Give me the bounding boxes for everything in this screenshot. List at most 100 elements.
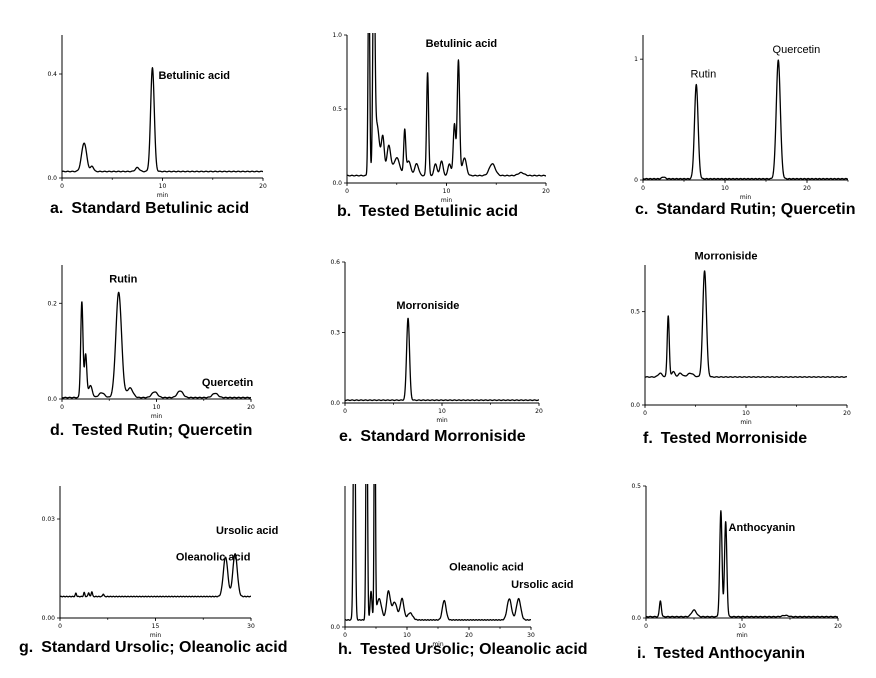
x-tick-label: 0 (60, 183, 64, 190)
y-tick-label: 0.0 (630, 402, 640, 409)
chromatogram-trace (643, 59, 848, 180)
panel-caption-prefix: b. (337, 203, 352, 220)
chromatogram-trace (62, 291, 251, 399)
chromatogram-trace (345, 317, 539, 402)
x-axis-label: min (740, 419, 752, 426)
peak-label: Oleanolic acid (449, 562, 524, 574)
panel-caption-text: Tested Ursolic; Oleanolic acid (360, 641, 588, 658)
panel-caption: g. Standard Ursolic; Oleanolic acid (19, 639, 288, 657)
chromatogram-panel: 0 15 30 0.00 0.03 min Oleanolic acid Ursolic ac… (42, 486, 278, 639)
panel-caption-prefix: h. (338, 641, 353, 658)
chromatogram-panel: 0 10 20 0.0 0.5 min Morroniside (630, 250, 851, 426)
panel-caption-prefix: g. (19, 639, 34, 656)
chromatogram-trace (62, 67, 263, 173)
axis-lines (644, 265, 847, 406)
panel-caption: h. Tested Ursolic; Oleanolic acid (338, 641, 588, 659)
panel-caption-prefix: i. (637, 645, 646, 662)
panel-caption-text: Standard Rutin; Quercetin (656, 201, 856, 218)
axis-lines (645, 486, 838, 619)
x-tick-label: 20 (843, 410, 851, 417)
y-tick-label: 0.00 (42, 615, 56, 622)
axis-lines (642, 35, 848, 181)
chromatogram-trace (646, 510, 838, 618)
x-tick-label: 10 (438, 408, 446, 415)
y-tick-label: 0.5 (631, 483, 641, 490)
panel-caption-text: Tested Anthocyanin (653, 645, 806, 662)
peak-label: Rutin (109, 274, 137, 286)
panel-caption-prefix: e. (339, 428, 353, 445)
panel-caption: i. Tested Anthocyanin (637, 645, 805, 663)
x-tick-label: 0 (343, 632, 347, 639)
chromatogram-trace (645, 270, 847, 378)
x-tick-label: 0 (343, 408, 347, 415)
x-axis-label: min (432, 641, 444, 648)
x-tick-label: 30 (247, 623, 255, 630)
x-tick-label: 20 (535, 408, 543, 415)
chromatogram-panel: 0 10 20 0 1 min Rutin Quercetin (634, 35, 849, 201)
x-axis-label: min (436, 417, 448, 424)
panel-caption-text: Standard Morroniside (360, 428, 526, 445)
peak-label: Oleanolic acid (176, 551, 251, 563)
peak-label: Betulinic acid (158, 70, 230, 82)
y-tick-label: 0.0 (332, 180, 342, 187)
x-tick-label: 0 (643, 410, 647, 417)
x-tick-label: 20 (465, 632, 473, 639)
x-tick-label: 0 (60, 404, 64, 411)
x-tick-label: 10 (721, 185, 729, 192)
x-tick-label: 10 (738, 623, 746, 630)
peak-label: Ursolic acid (216, 525, 278, 537)
y-tick-label: 0.0 (631, 615, 641, 622)
y-tick-label: 0.4 (47, 71, 57, 78)
chromatogram-trace (345, 484, 531, 621)
panel-caption-prefix: d. (50, 422, 65, 439)
x-tick-label: 20 (834, 623, 842, 630)
y-tick-label: 0.2 (47, 300, 57, 307)
y-tick-label: 0.5 (630, 309, 640, 316)
panel-caption-text: Standard Ursolic; Oleanolic acid (41, 639, 288, 656)
panel-caption-text: Tested Betulinic acid (359, 203, 519, 220)
chromatogram-panel: 0 10 20 0.0 0.5 1.0 min Betulinic acid (332, 32, 550, 204)
peak-label: Quercetin (202, 377, 254, 389)
chromatogram-panel: 0 10 20 0.0 0.3 0.6 min Morroniside (330, 259, 543, 424)
x-tick-label: 30 (527, 632, 535, 639)
axis-lines (61, 35, 263, 179)
y-tick-label: 0.3 (330, 330, 340, 337)
peak-label: Morroniside (396, 300, 459, 312)
chromatogram-panel: 0 10 20 0.0 0.2 min Rutin Quercetin (47, 265, 255, 420)
y-tick-label: 0.0 (47, 396, 57, 403)
chromatogram-panel: 0 10 20 30 0.0 min Oleanolic acid Ursolic acid (330, 484, 574, 648)
x-axis-label: min (151, 413, 163, 420)
panel-caption: a. Standard Betulinic acid (50, 200, 249, 218)
x-tick-label: 0 (345, 188, 349, 195)
x-tick-label: 0 (641, 185, 645, 192)
peak-label: Morroniside (694, 250, 757, 262)
peak-label: Ursolic acid (511, 579, 573, 591)
peak-label: Rutin (691, 68, 717, 80)
panel-caption: c. Standard Rutin; Quercetin (635, 201, 855, 219)
x-tick-label: 15 (152, 623, 160, 630)
y-tick-label: 1.0 (332, 32, 342, 39)
x-tick-label: 0 (58, 623, 62, 630)
x-axis-label: min (441, 197, 453, 204)
y-tick-label: 0.0 (330, 400, 340, 407)
x-tick-label: 20 (247, 404, 255, 411)
panel-caption: e. Standard Morroniside (339, 428, 526, 446)
panel-caption-text: Tested Morroniside (660, 430, 808, 447)
panel-caption-prefix: f. (643, 430, 653, 447)
peak-label: Quercetin (773, 44, 821, 56)
panel-caption: b. Tested Betulinic acid (337, 203, 518, 221)
x-tick-label: 10 (159, 183, 167, 190)
panel-caption: f. Tested Morroniside (643, 430, 807, 448)
panel-caption: d. Tested Rutin; Quercetin (50, 422, 252, 440)
peak-label: Betulinic acid (426, 38, 498, 50)
y-tick-label: 0.6 (330, 259, 340, 266)
y-tick-label: 0 (634, 177, 638, 184)
x-tick-label: 20 (542, 188, 550, 195)
x-tick-label: 20 (803, 185, 811, 192)
y-tick-label: 0.5 (332, 106, 342, 113)
x-tick-label: 10 (443, 188, 451, 195)
axis-lines (346, 35, 546, 184)
x-tick-label: 10 (403, 632, 411, 639)
panel-caption-prefix: a. (50, 200, 64, 217)
y-tick-label: 0.03 (42, 516, 56, 523)
